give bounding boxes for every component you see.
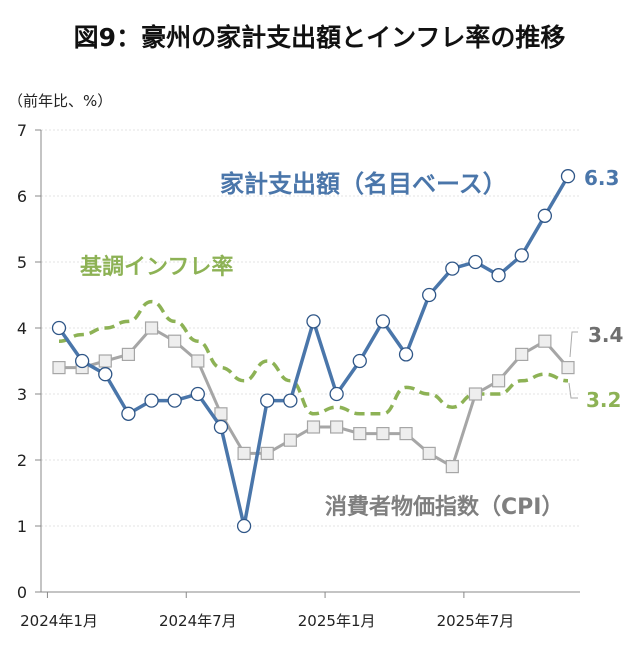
data-point-cpi: [98, 354, 112, 368]
data-point-household-spending: [74, 353, 90, 369]
data-point-cpi: [422, 446, 436, 460]
series-line-household-spending: [57, 175, 570, 527]
data-point-household-spending: [260, 393, 275, 408]
data-point-cpi: [168, 334, 182, 348]
data-point-household-spending: [514, 248, 529, 263]
x-tick-label: 2024年7月: [159, 612, 237, 630]
data-point-household-spending: [375, 314, 391, 329]
data-point-cpi: [260, 446, 274, 460]
data-point-household-spending: [167, 393, 182, 408]
data-point-cpi: [399, 427, 413, 441]
series-label-core-inflation: 基調インフレ率: [80, 254, 233, 280]
data-point-household-spending: [236, 518, 252, 534]
end-label-cpi: 3.4: [588, 323, 623, 347]
data-point-household-spending: [445, 261, 460, 276]
y-tick-label: 1: [17, 517, 27, 536]
data-point-household-spending: [352, 353, 367, 369]
y-tick-label: 7: [17, 121, 27, 140]
x-tick-label: 2024年1月: [20, 612, 98, 630]
data-point-household-spending: [537, 208, 553, 223]
series-line-cpi: [59, 326, 570, 469]
data-point-household-spending: [468, 254, 483, 270]
data-point-cpi: [121, 347, 136, 361]
data-point-cpi: [330, 420, 344, 434]
end-label-core-inflation: 3.2: [586, 388, 621, 412]
data-point-household-spending: [98, 367, 113, 382]
leader-line-cpi: [569, 331, 578, 358]
data-point-cpi: [561, 361, 575, 375]
data-point-household-spending: [51, 320, 67, 336]
data-point-cpi: [191, 354, 205, 368]
x-tick-label: 2025年7月: [437, 612, 515, 630]
data-point-household-spending: [306, 314, 321, 329]
data-point-cpi: [237, 446, 251, 460]
data-point-cpi: [468, 387, 483, 401]
data-point-household-spending: [560, 169, 576, 184]
data-point-cpi: [214, 407, 228, 421]
data-point-cpi: [491, 374, 506, 388]
y-tick-label: 4: [17, 319, 27, 338]
data-point-household-spending: [422, 287, 437, 303]
y-tick-label: 6: [17, 187, 27, 206]
y-tick-label: 3: [17, 385, 27, 404]
series-line-core-inflation: [58, 299, 569, 416]
data-point-cpi: [445, 460, 459, 474]
data-point-household-spending: [144, 393, 159, 408]
data-point-cpi: [376, 427, 390, 441]
data-point-cpi: [306, 420, 321, 434]
data-point-household-spending: [283, 393, 298, 408]
data-point-household-spending: [329, 386, 344, 402]
series-label-household-spending: 家計支出額（名目ベース）: [220, 170, 507, 198]
data-point-cpi: [283, 433, 297, 447]
leader-line-core-inflation: [568, 382, 578, 399]
data-point-household-spending: [491, 268, 506, 283]
end-label-household-spending: 6.3: [584, 166, 619, 190]
data-point-household-spending: [121, 406, 136, 421]
data-point-cpi: [515, 347, 529, 361]
data-point-household-spending: [398, 347, 414, 362]
data-point-cpi: [353, 427, 367, 441]
chart-title: 図9：豪州の家計支出額とインフレ率の推移: [73, 23, 566, 52]
series-label-cpi: 消費者物価指数（CPI）: [325, 494, 563, 520]
y-tick-label: 5: [17, 253, 27, 272]
data-point-cpi: [538, 334, 552, 348]
data-point-household-spending: [190, 386, 205, 402]
data-point-cpi: [144, 321, 159, 335]
y-tick-label: 2: [17, 451, 27, 470]
y-tick-label: 0: [17, 583, 27, 602]
data-point-cpi: [52, 361, 66, 375]
y-axis-label: （前年比、%）: [8, 92, 113, 110]
x-tick-label: 2025年1月: [298, 612, 376, 630]
data-point-household-spending: [213, 419, 229, 435]
